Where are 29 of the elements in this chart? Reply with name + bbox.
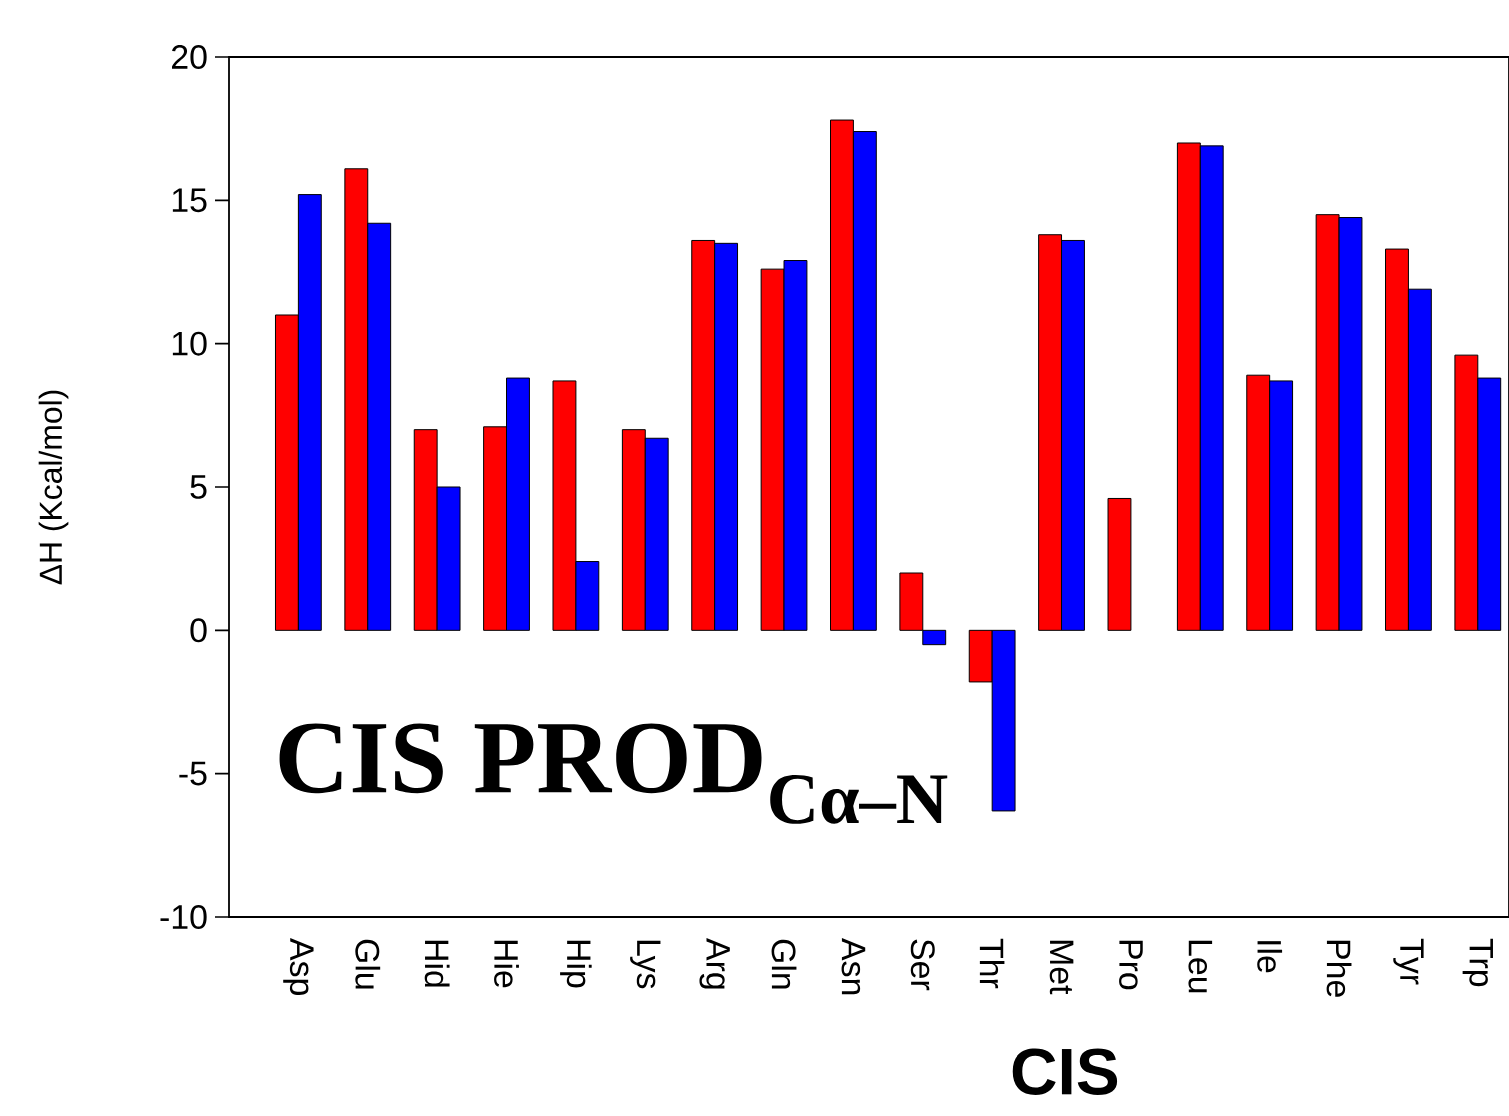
x-tick-label: Met (1049, 940, 1074, 995)
x-tick-label: Trp (1462, 938, 1493, 987)
x-tick-label: Asn (841, 938, 866, 995)
x-tick-label: Ile (1257, 941, 1283, 973)
y-tick-label: 5 (190, 475, 207, 499)
y-tick-label: 10 (172, 331, 207, 356)
x-tick-label: Glu (355, 939, 381, 989)
y-axis-title: ΔH (Kcal/mol) (38, 390, 69, 585)
x-tick-label: Pro (1119, 940, 1143, 990)
x-tick-label: Tyr (1393, 938, 1424, 985)
x-tick-label: Ser (910, 939, 935, 991)
x-tick-label: Hip (560, 940, 592, 988)
x-axis-title: CIS (1012, 1048, 1118, 1095)
annotation: CIS PROD$_{Cα–N}$ (279, 723, 948, 824)
y-tick-label: -10 (160, 905, 207, 929)
x-tick-label: Arg (699, 938, 730, 989)
x-tick-label: Asp (283, 938, 314, 995)
x-tick-label: Hie (494, 940, 519, 988)
bar (1107, 497, 1132, 631)
y-tick-label: 15 (172, 188, 207, 213)
x-tick-label: Leu (1188, 940, 1213, 993)
y-tick-label: 20 (172, 45, 207, 69)
y-tick-label: -5 (179, 761, 207, 786)
x-tick-label: Lys (630, 940, 661, 989)
x-tick-label: Gln (771, 939, 797, 989)
x-tick-label: Phe (1326, 940, 1352, 997)
x-tick-label: Hid (424, 940, 450, 987)
x-tick-label: Thr (979, 938, 1005, 989)
y-tick-label: 0 (190, 618, 207, 643)
